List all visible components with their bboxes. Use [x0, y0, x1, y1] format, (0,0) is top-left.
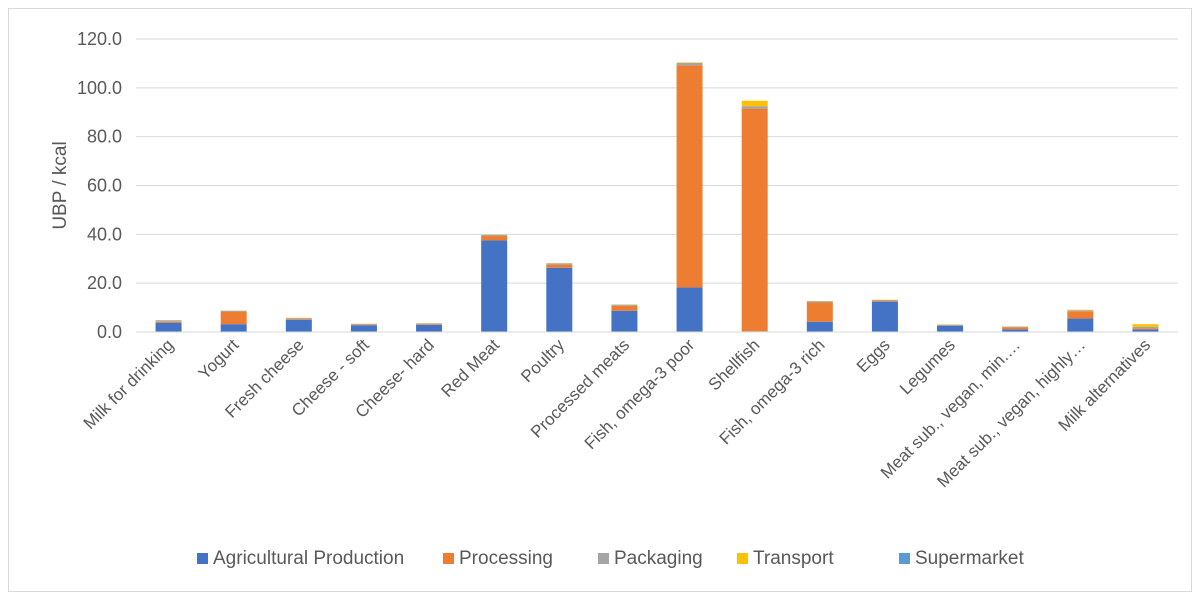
legend-swatch [899, 553, 910, 564]
gridlines [136, 38, 1178, 284]
x-tick-label: Yogurt [195, 335, 243, 383]
bar-segment-agricultural-production [1002, 329, 1029, 332]
legend-label: Agricultural Production [213, 548, 404, 569]
y-tick-label: 0.0 [97, 322, 122, 342]
bar-segment-packaging [937, 324, 964, 326]
bar-segment-processing [611, 305, 638, 311]
bar-segment-processing [155, 321, 182, 323]
bar-segment-packaging [1002, 326, 1029, 328]
y-tick-label: 100.0 [77, 78, 122, 98]
bar-segment-packaging [285, 318, 312, 320]
legend-label: Packaging [614, 548, 703, 569]
y-axis-title: UBP / kcal [50, 141, 71, 229]
bar-segment-transport [741, 100, 768, 107]
bar-segment-agricultural-production [155, 322, 182, 332]
y-tick-labels: 0.0 20.0 40.0 60.0 80.0 100.0 120.0 [77, 29, 122, 342]
y-tick-label: 60.0 [87, 176, 122, 196]
bar-segment-transport [1132, 324, 1159, 327]
x-tick-label: Red Meat [437, 335, 503, 401]
bar-segment-packaging [350, 323, 377, 325]
legend-swatch [443, 553, 454, 564]
bar-segment-processing [871, 300, 898, 302]
bar-segment-agricultural-production [1067, 318, 1094, 332]
legend-swatch [737, 553, 748, 564]
bar-segment-processing [546, 264, 573, 268]
bar-segment-processing [676, 65, 703, 288]
bar-segment-processing [806, 302, 833, 322]
bar-segment-processing [1002, 327, 1029, 330]
x-tick-label: Shellfish [705, 335, 764, 394]
bar-segment-agricultural-production [285, 319, 312, 332]
bar-segment-processing [285, 319, 312, 320]
bar-segment-packaging [806, 301, 833, 303]
bar-segment-processing [1067, 311, 1094, 319]
legend: Agricultural Production Processing Packagi… [197, 548, 1024, 569]
bar-segment-packaging [546, 263, 573, 265]
bar-segment-packaging [611, 304, 638, 306]
bar-segment-packaging [676, 62, 703, 66]
legend-label: Supermarket [915, 548, 1024, 569]
bar-segment-agricultural-production [611, 310, 638, 332]
bar-segment-agricultural-production [350, 325, 377, 332]
y-tick-label: 40.0 [87, 224, 122, 244]
bar-segment-agricultural-production [806, 321, 833, 332]
legend-swatch [598, 553, 609, 564]
bar-segment-processing [220, 311, 247, 325]
legend-label: Processing [459, 548, 553, 569]
bar-segment-packaging [1067, 310, 1094, 312]
x-tick-label: Fish, omega-3 poor [581, 335, 699, 453]
x-tick-label: Eggs [853, 335, 894, 376]
x-tick-label: Poultry [517, 335, 568, 386]
bar-segment-packaging [1132, 326, 1159, 329]
x-tick-label: Legumes [896, 335, 959, 398]
bar-segment-processing [481, 236, 508, 241]
chart-frame [8, 8, 1192, 592]
bar-segment-agricultural-production [1132, 329, 1159, 332]
y-tick-label: 80.0 [87, 127, 122, 147]
bar-segment-packaging [155, 320, 182, 322]
x-tick-label: Milk for drinking [80, 335, 178, 433]
bar-segment-processing [1132, 328, 1159, 330]
bar-segment-packaging [416, 323, 443, 325]
bars [155, 62, 1159, 332]
y-tick-label: 20.0 [87, 273, 122, 293]
bar-segment-processing [741, 108, 768, 332]
legend-label: Transport [753, 548, 834, 569]
bar-segment-agricultural-production [546, 267, 573, 332]
bar-segment-agricultural-production [220, 324, 247, 332]
bar-segment-packaging [741, 106, 768, 109]
bar-segment-packaging [220, 310, 247, 312]
y-tick-label: 120.0 [77, 29, 122, 49]
bar-segment-agricultural-production [871, 301, 898, 332]
bar-segment-agricultural-production [416, 324, 443, 332]
legend-swatch [197, 553, 208, 564]
bar-segment-packaging [481, 234, 508, 237]
bar-segment-packaging [871, 300, 898, 301]
bar-segment-agricultural-production [676, 287, 703, 332]
bar-segment-agricultural-production [937, 325, 964, 332]
bar-segment-agricultural-production [481, 240, 508, 332]
